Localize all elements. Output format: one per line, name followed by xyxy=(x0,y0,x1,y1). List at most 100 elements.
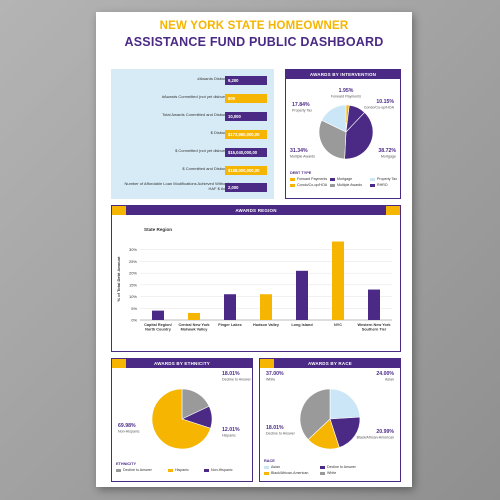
pie-sublabel: White xyxy=(266,378,275,382)
legend-label: Forward Payments xyxy=(297,177,328,181)
legend-item: Multiple Awards xyxy=(330,183,362,187)
legend-swatch xyxy=(320,471,325,475)
legend-swatch xyxy=(330,177,335,181)
legend-label: Mortgage xyxy=(337,177,353,181)
legend-item: Property Tax xyxy=(370,177,397,181)
stat-row: $ Committed and Disbursed $188,000,000,0… xyxy=(111,165,274,179)
y-tick-label: 30% xyxy=(129,247,137,252)
title-line-1: NEW YORK STATE HOMEOWNER xyxy=(159,20,349,32)
bar xyxy=(260,294,272,320)
gold-accent xyxy=(112,206,126,215)
pie-label: 17.84% xyxy=(292,102,310,108)
stat-row: Number of Affordable Loan Modifications … xyxy=(111,181,274,196)
legend-item: Condo/Co-op/HOA xyxy=(290,183,327,187)
x-tick-label: NYC xyxy=(334,323,342,327)
x-tick-label: Western New York Southern Tier xyxy=(358,323,392,332)
legend-item: Hispanic xyxy=(168,468,189,472)
bar xyxy=(368,289,380,320)
ethnicity-chart-title: AWARDS BY ETHNICITY xyxy=(112,359,252,368)
legend-label: White xyxy=(327,471,337,475)
legend-label: Property Tax xyxy=(377,177,398,181)
pie-label: 10.15% xyxy=(376,99,394,105)
pie-label: 12.01% xyxy=(222,427,240,433)
stat-row: Total Awards Committed and Disbursed 10,… xyxy=(111,111,274,125)
gold-accent xyxy=(386,206,400,215)
pie-sublabel: Black/African-American xyxy=(357,436,394,440)
x-tick-label: Capital Region/North Country xyxy=(144,323,173,332)
legend-swatch xyxy=(330,183,335,187)
legend-swatch xyxy=(264,465,269,469)
y-tick-label: 0% xyxy=(131,318,137,323)
y-axis-label: % of Total Debt Amount xyxy=(116,256,121,302)
legend-label: Asian xyxy=(271,465,280,469)
region-bar-chart: State Region % of Total Debt Amount 0% 5% 10… xyxy=(116,227,392,332)
legend-title: DEBT TYPE xyxy=(290,171,312,175)
y-tick-label: 15% xyxy=(129,282,137,287)
legend-swatch xyxy=(264,471,269,475)
legend-title: RACE xyxy=(264,459,275,463)
pie-slice xyxy=(321,104,347,133)
pie-label: 20.99% xyxy=(376,429,394,435)
stat-label: Number of Affordable Loan Modifications … xyxy=(124,181,232,191)
bar xyxy=(188,312,200,320)
y-tick-label: 5% xyxy=(131,306,137,311)
legend-swatch xyxy=(290,177,295,181)
legend-label: Multiple Awards xyxy=(337,183,363,187)
stat-row: #Awards Disbursed 9,200 xyxy=(111,75,274,89)
region-chart-title: AWARDS REGION xyxy=(112,206,400,215)
pie-slice xyxy=(151,388,211,450)
race-chart-box: AWARDS BY RACE 24.00% Asian 20.99% Black/Af… xyxy=(259,358,401,482)
bar xyxy=(332,241,344,320)
pie-sublabel: Condo/Co-op/HOA xyxy=(364,106,395,110)
ethnicity-chart-box: AWARDS BY ETHNICITY 18.01% Decline to Ans… xyxy=(111,358,253,482)
region-chart-box: AWARDS REGION State Region % of Total Deb… xyxy=(111,205,401,352)
x-tick-label: Hudson Valley xyxy=(253,323,280,327)
intervention-pie: 1.95%Forward Payments 10.15%Condo/Co-op/H… xyxy=(290,88,396,160)
gold-accent xyxy=(112,359,126,368)
pie-sublabel: Hispanic xyxy=(222,434,236,438)
legend-item: Non-Hispanic xyxy=(204,468,233,472)
pie-sublabel: Decline to Answer xyxy=(222,378,251,382)
stat-value: 800 xyxy=(225,94,267,103)
stat-value: $172,960,000,00 xyxy=(225,130,267,139)
pie-sublabel: Non-Hispanic xyxy=(118,430,140,434)
bar xyxy=(296,270,308,320)
pie-sublabel: Multiple Awards xyxy=(290,155,315,159)
pie-label: 31.34% xyxy=(290,148,308,154)
stat-value: $15,040,000,00 xyxy=(225,148,267,157)
bar xyxy=(224,294,236,320)
legend-item: Decline to Answer xyxy=(116,468,152,472)
stat-value: 10,000 xyxy=(225,112,267,121)
stat-value: 2,000 xyxy=(225,183,267,192)
pie-sublabel: Mortgage xyxy=(381,155,396,159)
stats-panel: #Awards Disbursed 9,200 #Awards Committe… xyxy=(111,69,274,199)
y-tick-label: 25% xyxy=(129,259,137,264)
stat-value: 9,200 xyxy=(225,76,267,85)
legend-item: White xyxy=(320,471,336,475)
stat-label: $ Committed (not yet disbursed) xyxy=(175,148,232,153)
race-pie: 24.00%Asian 20.99%Black/African-American 1… xyxy=(266,371,394,450)
title-line-2: ASSISTANCE FUND PUBLIC DASHBOARD xyxy=(124,35,384,49)
intervention-chart-box: AWARDS BY INTERVENTION 1.95% Forward Paym… xyxy=(285,69,401,199)
pie-slice xyxy=(329,388,361,420)
y-tick-label: 10% xyxy=(129,294,137,299)
legend-label: Non-Hispanic xyxy=(211,468,233,472)
race-chart-title: AWARDS BY RACE xyxy=(260,359,400,368)
chart-subtitle: State Region xyxy=(144,227,172,232)
stat-row: $ Disbursed $172,960,000,00 xyxy=(111,129,274,143)
stat-label: #Awards Committed (not yet disbursed) xyxy=(161,94,232,99)
pie-sublabel: Property Tax xyxy=(292,109,312,113)
pie-sublabel: Asian xyxy=(385,378,394,382)
stat-label: $ Disbursed xyxy=(210,130,232,135)
legend-swatch xyxy=(116,468,121,472)
legend-swatch xyxy=(370,177,375,181)
legend-item: Forward Payments xyxy=(290,177,327,181)
legend-item: RHRO xyxy=(370,183,388,187)
stat-label: Total Awards Committed and Disbursed xyxy=(162,112,232,117)
pie-label: 69.98% xyxy=(118,423,136,429)
y-tick-label: 20% xyxy=(129,271,137,276)
pie-slice xyxy=(318,119,347,160)
pie-label: 1.95% xyxy=(339,88,354,94)
legend-swatch xyxy=(320,465,325,469)
legend-label: Decline to Answer xyxy=(327,465,356,469)
